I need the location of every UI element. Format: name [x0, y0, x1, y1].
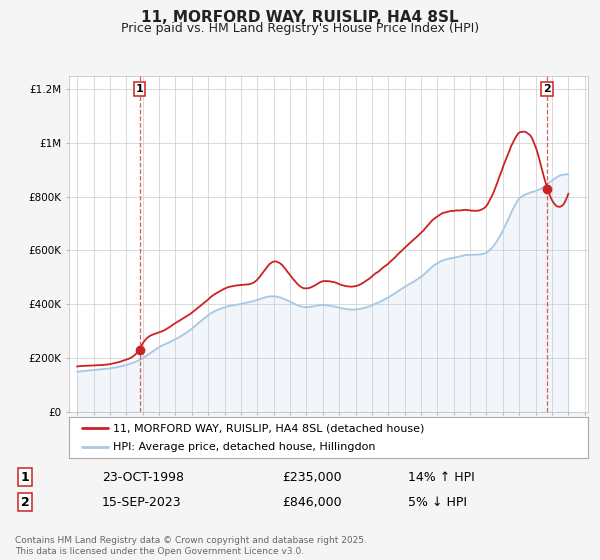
Text: Price paid vs. HM Land Registry's House Price Index (HPI): Price paid vs. HM Land Registry's House …	[121, 22, 479, 35]
Text: £846,000: £846,000	[282, 496, 341, 509]
Text: 1: 1	[21, 470, 29, 484]
Text: 23-OCT-1998: 23-OCT-1998	[102, 470, 184, 484]
Text: 1: 1	[136, 84, 143, 94]
Text: £235,000: £235,000	[282, 470, 341, 484]
Text: 2: 2	[544, 84, 551, 94]
Text: 11, MORFORD WAY, RUISLIP, HA4 8SL (detached house): 11, MORFORD WAY, RUISLIP, HA4 8SL (detac…	[113, 423, 424, 433]
Text: HPI: Average price, detached house, Hillingdon: HPI: Average price, detached house, Hill…	[113, 442, 376, 451]
Text: 2: 2	[21, 496, 29, 509]
Text: 11, MORFORD WAY, RUISLIP, HA4 8SL: 11, MORFORD WAY, RUISLIP, HA4 8SL	[141, 10, 459, 25]
Text: Contains HM Land Registry data © Crown copyright and database right 2025.
This d: Contains HM Land Registry data © Crown c…	[15, 536, 367, 556]
Text: 14% ↑ HPI: 14% ↑ HPI	[408, 470, 475, 484]
Text: 15-SEP-2023: 15-SEP-2023	[102, 496, 182, 509]
Text: 5% ↓ HPI: 5% ↓ HPI	[408, 496, 467, 509]
